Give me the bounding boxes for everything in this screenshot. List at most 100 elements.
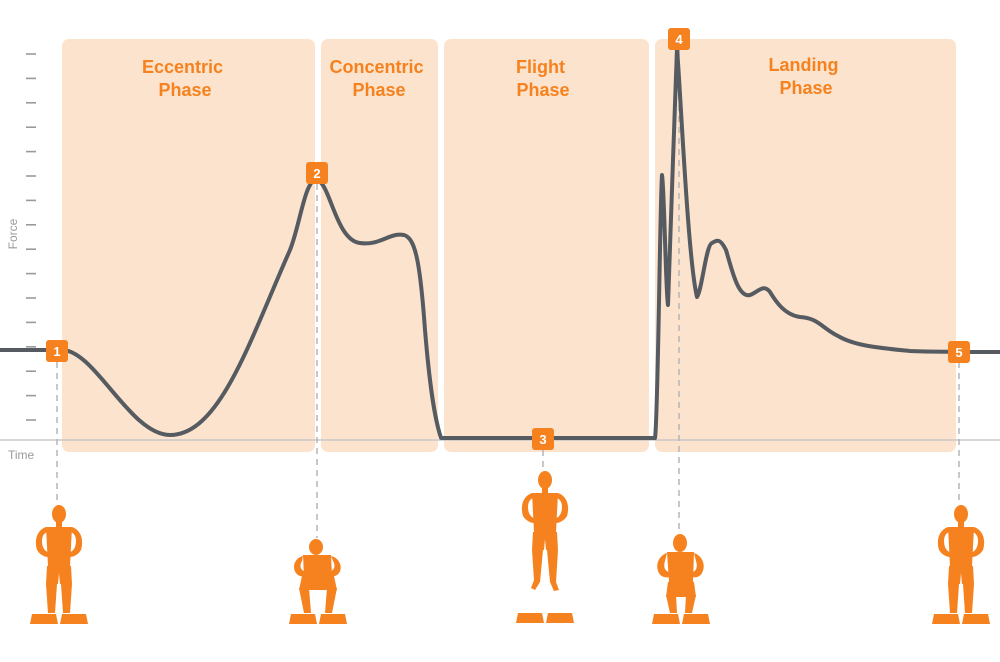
marker-guides	[56, 50, 960, 538]
phase-title-flight: Flight Phase	[516, 57, 570, 100]
markers: 1 2 3 4 5	[46, 28, 970, 450]
leg-left	[948, 584, 959, 613]
leg-left	[531, 550, 543, 590]
force-plate-right	[60, 614, 88, 624]
phase-title-line1: Flight	[516, 57, 565, 77]
leg-right	[61, 584, 72, 613]
phase-panel-landing	[655, 39, 956, 452]
force-plates	[932, 614, 990, 624]
force-plate-left	[516, 613, 544, 623]
torso	[46, 527, 72, 566]
phase-panel-flight	[444, 39, 649, 452]
leg-right	[963, 584, 974, 613]
phase-panels	[62, 39, 956, 452]
force-plate-right	[319, 614, 347, 624]
leg-left	[299, 588, 311, 613]
athlete-figures	[30, 471, 990, 624]
shorts	[948, 566, 974, 584]
force-plate-left	[30, 614, 58, 624]
shorts	[46, 566, 72, 584]
phase-title-line1: Eccentric	[142, 57, 223, 77]
phase-panel-concentric	[321, 39, 438, 452]
neck	[542, 487, 548, 493]
leg-right	[547, 550, 559, 591]
leg-left	[46, 584, 57, 613]
figure-flight	[516, 471, 574, 623]
phase-title-line2: Phase	[158, 80, 211, 100]
phase-title-line1: Concentric	[329, 57, 423, 77]
force-plate-right	[682, 614, 710, 624]
phase-title-landing: Landing Phase	[768, 55, 843, 98]
phase-title-line1: Landing	[768, 55, 838, 75]
phase-title-line2: Phase	[516, 80, 569, 100]
arm-right	[972, 527, 985, 557]
arm-right	[331, 556, 341, 577]
arm-left	[294, 556, 304, 577]
marker-2-label: 2	[313, 166, 320, 181]
figure-squat	[289, 539, 347, 624]
arm-left	[937, 527, 950, 557]
shorts	[532, 532, 558, 550]
marker-5-box	[948, 341, 970, 363]
marker-1: 1	[46, 340, 68, 362]
torso	[303, 555, 332, 576]
y-axis-ticks	[26, 53, 36, 421]
force-plate-right	[962, 614, 990, 624]
marker-3-box	[532, 428, 554, 450]
figure-standing-end	[932, 505, 990, 624]
head	[52, 505, 66, 523]
force-plate-left	[289, 614, 317, 624]
x-axis-label: Time	[8, 448, 35, 462]
arm-right	[556, 493, 569, 523]
neck	[958, 521, 964, 527]
marker-3-label: 3	[539, 432, 546, 447]
force-plates	[30, 614, 88, 624]
arm-left	[657, 553, 669, 578]
marker-4: 4	[668, 28, 690, 50]
athlete-silhouette	[937, 505, 985, 613]
torso	[532, 493, 558, 532]
athlete-silhouette	[657, 534, 704, 613]
head	[954, 505, 968, 523]
torso	[948, 527, 974, 566]
force-plates	[289, 614, 347, 624]
leg-left	[666, 595, 677, 613]
shorts	[666, 582, 696, 597]
torso	[667, 552, 694, 582]
thighs	[299, 576, 337, 590]
marker-3: 3	[532, 428, 554, 450]
phase-title-concentric: Concentric Phase	[329, 57, 428, 100]
figure-landing	[652, 534, 710, 624]
y-axis-label: Force	[6, 218, 20, 249]
athlete-silhouette	[521, 471, 569, 591]
force-plates	[652, 614, 710, 624]
head	[673, 534, 687, 552]
phase-title-eccentric: Eccentric Phase	[142, 57, 228, 100]
marker-1-box	[46, 340, 68, 362]
force-plate-left	[652, 614, 680, 624]
phase-title-line2: Phase	[352, 80, 405, 100]
head	[538, 471, 552, 489]
arm-right	[693, 553, 704, 578]
marker-2: 2	[306, 162, 328, 184]
marker-4-box	[668, 28, 690, 50]
phase-panel-eccentric	[62, 39, 315, 452]
leg-right	[325, 588, 337, 613]
force-plate-right	[546, 613, 574, 623]
phase-titles: Eccentric Phase Concentric Phase Flight …	[142, 55, 843, 100]
force-plate-left	[932, 614, 960, 624]
figure-standing-start	[30, 505, 88, 624]
marker-1-label: 1	[53, 344, 60, 359]
arm-left	[521, 493, 534, 523]
neck	[56, 521, 62, 527]
force-plates	[516, 613, 574, 623]
leg-right	[685, 595, 696, 613]
marker-2-box	[306, 162, 328, 184]
athlete-silhouette	[294, 539, 341, 613]
head	[309, 539, 323, 555]
athlete-silhouette	[35, 505, 83, 613]
arm-left	[35, 527, 48, 557]
arm-right	[70, 527, 83, 557]
